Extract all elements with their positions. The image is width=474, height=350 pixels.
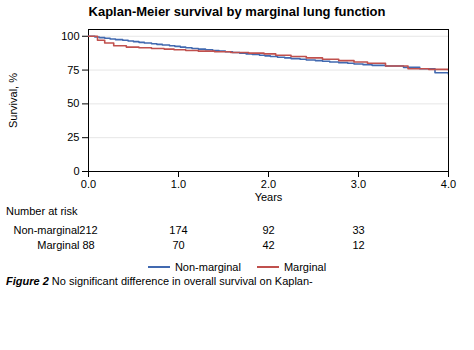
svg-text:88: 88 xyxy=(82,239,94,251)
svg-text:Non-marginal: Non-marginal xyxy=(13,224,79,236)
svg-text:50: 50 xyxy=(67,97,79,109)
svg-text:0: 0 xyxy=(73,165,79,177)
svg-text:42: 42 xyxy=(262,239,274,251)
html-text:Kaplan-Meier survival by margi: Kaplan-Meier survival by marginal lung f… xyxy=(88,4,386,19)
svg-text:1.0: 1.0 xyxy=(171,178,186,190)
svg-text:4.0: 4.0 xyxy=(441,178,456,190)
html-text:Figure 2 No significant differ: Figure 2 No significant difference in ov… xyxy=(6,275,313,287)
svg-text:92: 92 xyxy=(262,224,274,236)
svg-text:100: 100 xyxy=(61,30,79,42)
svg-text:174: 174 xyxy=(169,224,187,236)
svg-text:Marginal: Marginal xyxy=(37,239,79,251)
html-text:Marginal: Marginal xyxy=(283,261,327,273)
svg-text:0.0: 0.0 xyxy=(81,178,96,190)
svg-text:12: 12 xyxy=(352,239,364,251)
html-text:Number at risk: Number at risk xyxy=(6,205,78,217)
svg-text:70: 70 xyxy=(172,239,184,251)
svg-text:3.0: 3.0 xyxy=(351,178,366,190)
svg-text:212: 212 xyxy=(79,224,97,236)
svg-text:Years: Years xyxy=(255,191,283,203)
svg-text:33: 33 xyxy=(352,224,364,236)
svg-text:25: 25 xyxy=(67,131,79,143)
svg-text:2.0: 2.0 xyxy=(261,178,276,190)
svg-text:Survival, %: Survival, % xyxy=(7,73,19,128)
html-text:Non-marginal: Non-marginal xyxy=(174,261,241,273)
svg-text:75: 75 xyxy=(67,64,79,76)
